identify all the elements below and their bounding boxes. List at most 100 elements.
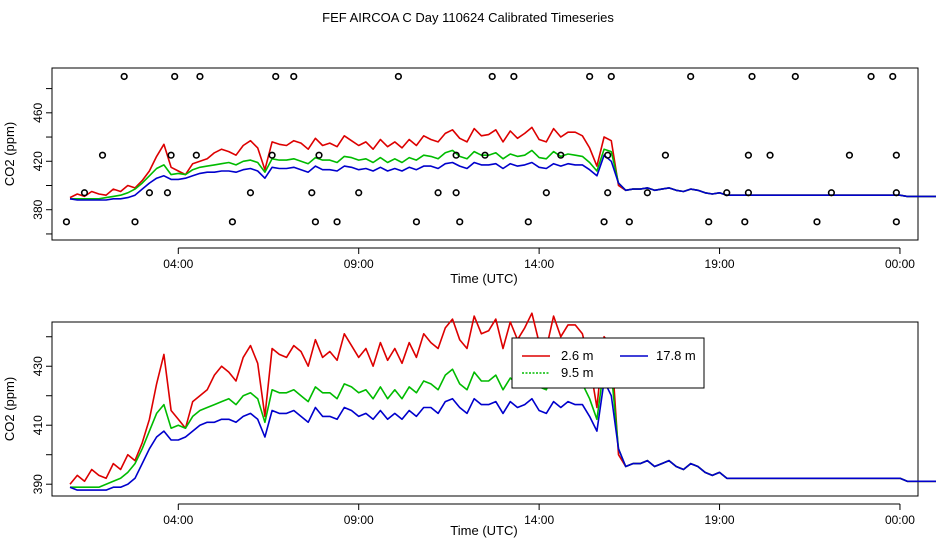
- bottom-x-label: Time (UTC): [450, 523, 517, 538]
- bottom-series-group: [69, 312, 936, 491]
- top-circle-marker: [705, 218, 713, 226]
- top-circle-marker: [290, 72, 298, 81]
- bottom-x-tick-label: 00:00: [885, 513, 915, 527]
- top-circle-marker: [315, 151, 323, 159]
- bottom-series-2-6-m: [69, 312, 936, 485]
- top-series-17-8-m: [69, 154, 936, 201]
- top-circle-marker: [889, 72, 897, 81]
- top-circle-marker: [510, 72, 518, 81]
- top-y-tick-label: 380: [31, 199, 45, 219]
- top-x-tick-label: 14:00: [524, 257, 554, 271]
- chart-title: FEF AIRCOA C Day 110624 Calibrated Times…: [322, 10, 614, 25]
- top-circle-marker: [163, 189, 172, 197]
- top-circle-marker: [196, 72, 204, 81]
- top-series-group: [69, 126, 936, 201]
- legend-label-17-8m: 17.8 m: [656, 348, 696, 363]
- legend-label-9-5m: 9.5 m: [561, 365, 594, 380]
- top-circle-marker: [268, 151, 276, 159]
- top-circle-marker: [892, 151, 900, 159]
- top-circle-marker: [723, 189, 731, 197]
- top-circle-marker: [452, 151, 460, 159]
- top-circle-marker: [167, 151, 175, 159]
- top-circle-marker: [412, 218, 421, 226]
- top-circle-marker: [607, 72, 615, 81]
- top-x-tick-label: 09:00: [344, 257, 374, 271]
- top-circle-marker: [643, 189, 651, 197]
- top-circle-marker: [827, 189, 836, 197]
- top-circle-marker: [604, 151, 612, 159]
- top-circle-marker: [845, 151, 854, 159]
- top-circle-marker: [741, 218, 749, 226]
- top-plot-frame: [51, 67, 919, 241]
- top-circle-marker: [744, 189, 753, 197]
- top-circle-marker: [766, 151, 774, 159]
- top-y-tick-label: 420: [31, 151, 45, 171]
- top-circle-marker: [600, 218, 608, 226]
- top-circle-marker: [661, 151, 670, 159]
- top-x-tick-label: 04:00: [163, 257, 193, 271]
- legend-box: [511, 337, 705, 389]
- top-y-tick-label: 460: [31, 102, 45, 122]
- top-panel: 380 420 460 04:00 09:00 14:00 19:00 00:00 Time…: [2, 67, 936, 286]
- top-circle-marker: [311, 218, 320, 226]
- top-circle-marker: [120, 72, 128, 81]
- bottom-x-axis: 04:00 09:00 14:00 19:00 00:00: [163, 503, 915, 527]
- bottom-x-tick-label: 14:00: [524, 513, 554, 527]
- bottom-series-9-5-m: [70, 365, 936, 489]
- top-x-axis: 04:00 09:00 14:00 19:00 00:00: [163, 247, 915, 271]
- top-y-axis: 380 420 460: [31, 88, 52, 235]
- top-circle-marker: [394, 72, 403, 81]
- top-circle-marker: [488, 72, 496, 81]
- bottom-x-tick-label: 09:00: [344, 513, 374, 527]
- top-circle-marker: [542, 189, 550, 197]
- top-circle-marker: [687, 72, 695, 81]
- legend-label-2-6m: 2.6 m: [561, 348, 594, 363]
- top-circle-marker: [228, 218, 237, 226]
- top-y-label: CO2 (ppm): [2, 122, 17, 186]
- top-circle-marker: [867, 72, 875, 81]
- top-circle-marker: [246, 189, 255, 197]
- top-circle-marker: [308, 189, 316, 197]
- top-circle-marker: [481, 151, 489, 159]
- bottom-y-tick-label: 390: [31, 474, 45, 494]
- bottom-y-axis: 390 410 430: [31, 336, 52, 494]
- top-circle-marker: [524, 218, 532, 226]
- top-circle-marker: [272, 72, 280, 81]
- top-circle-marker: [333, 218, 341, 226]
- top-circle-marker: [813, 218, 821, 226]
- top-circle-marker: [625, 218, 633, 226]
- top-x-tick-label: 19:00: [705, 257, 735, 271]
- top-x-label: Time (UTC): [450, 271, 517, 286]
- top-circle-marker: [434, 189, 442, 197]
- bottom-x-tick-label: 19:00: [705, 513, 735, 527]
- bottom-y-tick-label: 410: [31, 415, 45, 435]
- top-circle-marker: [892, 189, 900, 197]
- top-circle-markers: [62, 72, 900, 226]
- top-circle-marker: [557, 151, 565, 159]
- legend: 2.6 m 17.8 m 9.5 m: [511, 337, 705, 389]
- bottom-y-label: CO2 (ppm): [2, 377, 17, 441]
- top-circle-marker: [452, 189, 460, 197]
- top-circle-marker: [80, 189, 89, 197]
- top-circle-marker: [171, 72, 179, 81]
- top-circle-marker: [98, 151, 107, 159]
- top-circle-marker: [145, 189, 154, 197]
- top-circle-marker: [456, 218, 464, 226]
- top-circle-marker: [586, 72, 594, 81]
- bottom-panel: 390 410 430 04:00 09:00 14:00 19:00 00:00 Time…: [2, 312, 936, 538]
- top-circle-marker: [892, 218, 900, 226]
- top-circle-marker: [744, 151, 753, 159]
- top-circle-marker: [791, 72, 799, 81]
- bottom-series-17-8-m: [69, 380, 936, 491]
- bottom-x-tick-label: 04:00: [163, 513, 193, 527]
- top-circle-marker: [355, 189, 363, 197]
- top-circle-marker: [748, 72, 756, 81]
- top-circle-marker: [604, 189, 612, 197]
- top-circle-marker: [192, 151, 200, 159]
- bottom-plot-frame: [51, 321, 919, 497]
- bottom-y-tick-label: 430: [31, 356, 45, 376]
- top-series-2-6-m: [69, 126, 936, 199]
- top-x-tick-label: 00:00: [885, 257, 915, 271]
- top-circle-marker: [131, 218, 139, 226]
